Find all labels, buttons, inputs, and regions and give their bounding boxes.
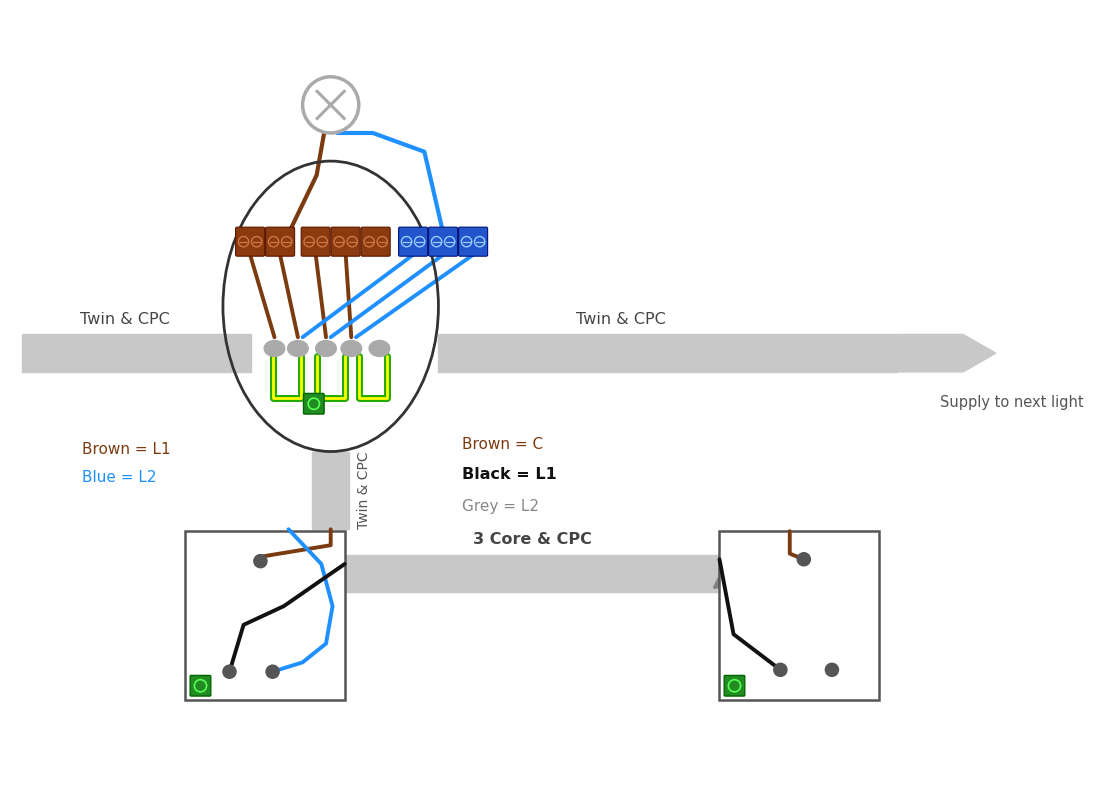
Text: Blue = L2: Blue = L2	[82, 470, 157, 486]
FancyBboxPatch shape	[331, 227, 360, 256]
Text: C: C	[274, 554, 283, 568]
Circle shape	[266, 665, 279, 678]
Bar	[22, 334, 251, 372]
Ellipse shape	[287, 341, 308, 357]
Text: Grey = L2: Grey = L2	[462, 499, 539, 514]
Text: Brown = C: Brown = C	[462, 438, 543, 453]
Circle shape	[254, 554, 267, 568]
Ellipse shape	[370, 341, 389, 357]
Text: Twin & CPC: Twin & CPC	[79, 312, 169, 327]
FancyBboxPatch shape	[304, 394, 324, 414]
Text: Brown = L1: Brown = L1	[82, 442, 170, 457]
Text: Supply to next light: Supply to next light	[939, 395, 1084, 410]
Text: 3 Core & CPC: 3 Core & CPC	[473, 532, 592, 547]
Text: Twin & CPC: Twin & CPC	[576, 312, 665, 327]
Ellipse shape	[264, 341, 285, 357]
Circle shape	[773, 663, 786, 676]
Text: Twin & CPC: Twin & CPC	[356, 451, 371, 530]
Circle shape	[223, 665, 236, 678]
FancyBboxPatch shape	[301, 227, 330, 256]
FancyBboxPatch shape	[361, 227, 390, 256]
Bar	[719, 531, 879, 700]
FancyBboxPatch shape	[265, 227, 295, 256]
FancyBboxPatch shape	[724, 675, 745, 696]
Text: L2: L2	[265, 675, 280, 688]
FancyBboxPatch shape	[190, 675, 211, 696]
Text: L1: L1	[773, 673, 788, 686]
Text: L2: L2	[825, 673, 839, 686]
Bar	[344, 554, 719, 592]
FancyBboxPatch shape	[459, 227, 487, 256]
Ellipse shape	[316, 341, 337, 357]
Polygon shape	[898, 334, 996, 372]
Text: C: C	[817, 553, 826, 566]
Bar	[186, 531, 344, 700]
Text: L1: L1	[222, 675, 236, 688]
Bar	[312, 451, 350, 530]
Circle shape	[825, 663, 838, 676]
FancyBboxPatch shape	[398, 227, 428, 256]
FancyBboxPatch shape	[235, 227, 265, 256]
Ellipse shape	[341, 341, 362, 357]
Bar	[439, 334, 898, 372]
Text: Black = L1: Black = L1	[462, 467, 557, 482]
Circle shape	[798, 553, 811, 566]
FancyBboxPatch shape	[429, 227, 458, 256]
